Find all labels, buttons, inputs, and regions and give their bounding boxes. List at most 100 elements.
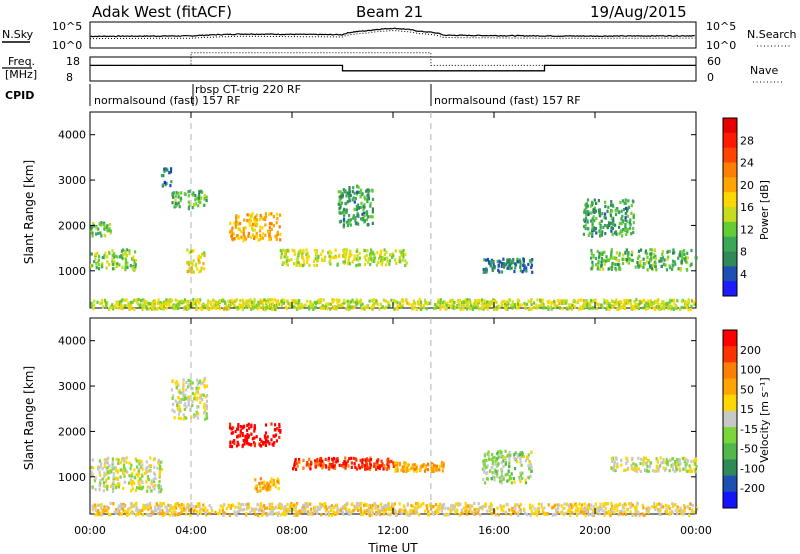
data-cell <box>675 463 678 467</box>
data-cell <box>593 198 596 202</box>
data-cell <box>147 469 150 473</box>
data-cell <box>181 301 184 305</box>
data-cell <box>261 236 264 240</box>
data-cell <box>653 501 656 506</box>
data-cell <box>255 485 258 489</box>
data-cell <box>348 305 352 309</box>
data-cell <box>131 487 134 491</box>
data-cell <box>323 258 326 263</box>
data-cell <box>510 472 513 476</box>
data-cell <box>489 506 492 510</box>
data-cell <box>114 466 117 470</box>
data-cell <box>635 469 638 474</box>
data-cell <box>625 461 628 466</box>
data-cell <box>259 477 262 481</box>
data-cell <box>278 424 281 429</box>
data-cell <box>331 458 334 462</box>
data-cell <box>235 444 239 448</box>
data-cell <box>94 513 97 517</box>
data-cell <box>199 255 202 259</box>
data-cell <box>314 465 317 469</box>
data-cell <box>207 302 210 306</box>
data-cell <box>100 298 104 303</box>
data-cell <box>361 460 364 464</box>
data-cell <box>502 475 505 479</box>
data-cell <box>369 253 372 258</box>
data-cell <box>99 481 102 485</box>
data-cell <box>581 306 584 310</box>
data-cell <box>285 508 288 512</box>
data-cell <box>163 167 166 171</box>
data-cell <box>551 513 555 517</box>
data-cell <box>591 219 594 223</box>
data-cell <box>348 512 351 516</box>
data-cell <box>140 486 143 490</box>
data-cell <box>285 259 288 263</box>
data-cell <box>272 478 275 482</box>
data-cell <box>267 486 270 490</box>
data-cell <box>366 188 369 192</box>
data-cell <box>382 298 385 302</box>
data-cell <box>153 465 156 469</box>
data-cell <box>288 304 291 308</box>
data-cell <box>655 503 658 507</box>
data-cell <box>332 464 335 468</box>
data-cell <box>633 468 636 472</box>
data-cell <box>496 463 500 467</box>
data-cell <box>185 405 188 409</box>
data-cell <box>178 401 181 405</box>
data-cell <box>386 507 389 511</box>
data-cell <box>316 459 319 463</box>
data-cell <box>610 248 613 252</box>
data-cell <box>282 301 285 305</box>
data-cell <box>648 506 651 511</box>
data-cell <box>623 228 626 233</box>
data-cell <box>405 511 408 515</box>
data-cell <box>477 307 480 311</box>
data-cell <box>144 467 147 471</box>
data-cell <box>562 298 565 303</box>
data-cell <box>505 303 508 308</box>
data-cell <box>352 196 355 200</box>
data-cell <box>131 483 134 487</box>
data-cell <box>458 303 461 307</box>
data-cell <box>642 306 645 310</box>
data-cell <box>665 461 668 465</box>
data-cell <box>508 258 511 262</box>
freq-label: Freq. <box>8 55 35 68</box>
data-cell <box>259 225 262 229</box>
data-cell <box>466 506 469 510</box>
data-cell <box>466 298 469 302</box>
data-cell <box>611 232 614 237</box>
data-cell <box>512 477 515 481</box>
data-cell <box>419 504 422 508</box>
data-cell <box>351 198 354 202</box>
data-cell <box>129 481 133 485</box>
data-cell <box>350 300 353 304</box>
data-cell <box>237 434 240 438</box>
data-cell <box>488 261 491 265</box>
data-cell <box>213 305 216 309</box>
data-cell <box>492 301 495 305</box>
data-cell <box>147 478 151 482</box>
data-cell <box>345 307 348 311</box>
data-cell <box>369 458 373 462</box>
data-cell <box>491 268 494 273</box>
data-cell <box>486 464 489 468</box>
data-cell <box>198 190 201 194</box>
data-cell <box>402 255 405 259</box>
data-cell <box>371 207 374 211</box>
data-cell <box>390 505 393 509</box>
data-cell <box>476 299 479 303</box>
data-cell <box>111 303 114 307</box>
data-cell <box>91 264 94 268</box>
data-cell <box>377 510 381 514</box>
data-cell <box>126 470 129 474</box>
data-cell <box>104 234 107 238</box>
data-cell <box>436 302 439 306</box>
data-cell <box>694 470 697 474</box>
data-cell <box>609 302 612 306</box>
data-cell <box>490 477 494 481</box>
xtick-label: 12:00 <box>377 524 409 537</box>
data-cell <box>142 299 146 303</box>
